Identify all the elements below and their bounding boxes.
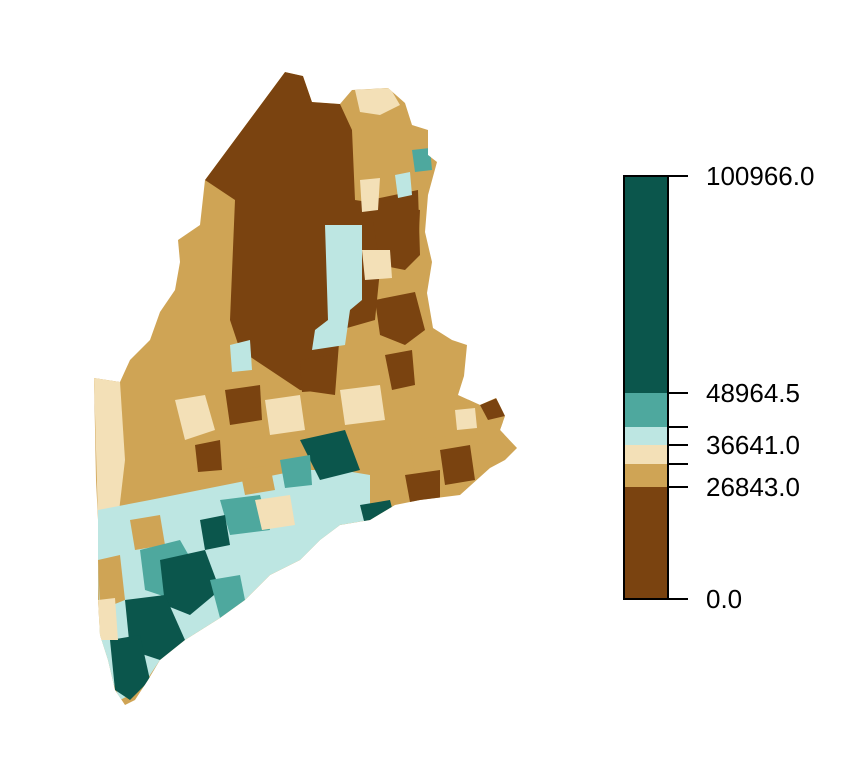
legend-frame bbox=[623, 175, 669, 600]
legend-swatch bbox=[624, 487, 668, 599]
region bbox=[240, 465, 275, 495]
legend-tick-label: 48964.5 bbox=[706, 378, 800, 408]
region bbox=[94, 378, 125, 520]
region bbox=[98, 598, 118, 640]
legend-swatch bbox=[624, 445, 668, 464]
region bbox=[395, 172, 412, 198]
region bbox=[230, 340, 252, 372]
legend-tick-label: 100966.0 bbox=[706, 161, 814, 191]
region bbox=[280, 455, 312, 488]
region bbox=[205, 72, 420, 395]
region bbox=[300, 355, 332, 392]
region bbox=[410, 436, 450, 475]
legend-tick-label: 0.0 bbox=[706, 584, 742, 614]
region bbox=[265, 395, 305, 435]
legend-swatch bbox=[624, 427, 668, 445]
region bbox=[385, 350, 415, 390]
region bbox=[362, 250, 392, 280]
region bbox=[130, 515, 165, 550]
legend-swatch bbox=[624, 176, 668, 393]
region bbox=[98, 555, 125, 610]
legend-ticks bbox=[668, 175, 688, 600]
legend-tick-label: 36641.0 bbox=[706, 430, 800, 460]
region bbox=[195, 440, 222, 472]
region bbox=[412, 148, 432, 172]
region-polygons bbox=[94, 72, 517, 705]
region bbox=[340, 385, 385, 425]
region bbox=[225, 385, 262, 425]
region bbox=[375, 292, 425, 345]
region bbox=[355, 88, 400, 115]
region bbox=[455, 408, 477, 430]
region bbox=[200, 515, 230, 550]
region bbox=[255, 495, 295, 530]
region bbox=[160, 550, 220, 615]
region bbox=[480, 398, 505, 420]
legend-tick-label: 26843.0 bbox=[706, 472, 800, 502]
legend-labels: 100966.0 48964.5 36641.0 26843.0 0.0 bbox=[706, 161, 814, 614]
legend-swatch bbox=[624, 464, 668, 487]
region bbox=[405, 470, 440, 502]
region bbox=[440, 445, 475, 485]
region bbox=[300, 430, 360, 480]
region bbox=[312, 225, 362, 350]
legend-swatch bbox=[624, 393, 668, 427]
region bbox=[110, 635, 150, 700]
region bbox=[360, 178, 380, 212]
region bbox=[175, 395, 215, 440]
legend-color-bar bbox=[624, 176, 668, 599]
region bbox=[210, 575, 245, 618]
